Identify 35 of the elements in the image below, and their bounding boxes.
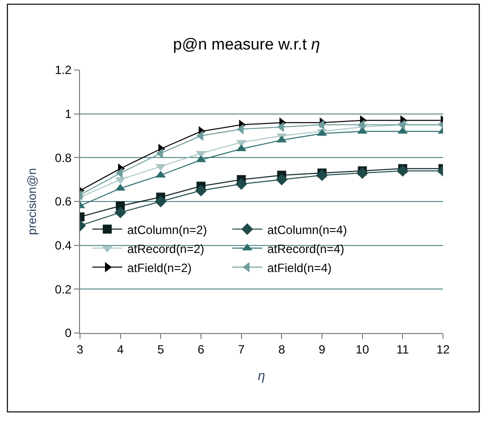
- y-tick-label: 0.2: [54, 282, 72, 296]
- x-tick-label: 5: [157, 342, 164, 356]
- legend-label: atField(n=2): [127, 260, 192, 275]
- y-tick-label: 0.4: [54, 238, 72, 253]
- legend-label: atColumn(n=2): [127, 222, 207, 237]
- legend-label: atField(n=4): [267, 260, 332, 275]
- y-tick-label: 1: [64, 107, 72, 122]
- point: [154, 196, 167, 208]
- y-axis-title: precision@n: [25, 168, 40, 235]
- point: [195, 184, 207, 196]
- x-tick-label: 10: [356, 342, 370, 356]
- point: [276, 174, 288, 186]
- legend-label: atRecord(n=4): [267, 242, 344, 256]
- point: [356, 167, 368, 179]
- x-tick-label: 3: [76, 342, 84, 356]
- point: [358, 120, 365, 130]
- x-tick-label: 6: [198, 342, 205, 356]
- point: [235, 178, 248, 190]
- legend-label: atRecord(n=2): [127, 242, 204, 256]
- point: [114, 206, 126, 218]
- x-tick-label: 12: [436, 342, 450, 356]
- x-tick-label: 11: [396, 342, 410, 356]
- y-tick-label: 0: [64, 326, 72, 340]
- y-tick-label: 0.8: [54, 150, 72, 165]
- legend-label: atColumn(n=4): [267, 222, 347, 237]
- x-tick-label: 4: [116, 342, 124, 356]
- point: [396, 164, 409, 177]
- y-tick-label: 0.6: [54, 194, 72, 209]
- point: [316, 169, 328, 182]
- x-tick-label: 7: [238, 342, 245, 356]
- y-tick-label: 1.2: [54, 63, 72, 78]
- chart-title: p@n measure w.r.t η: [173, 36, 320, 54]
- x-axis-title: η: [258, 368, 266, 383]
- x-tick-label: 9: [318, 342, 326, 356]
- x-tick-label: 8: [278, 342, 286, 356]
